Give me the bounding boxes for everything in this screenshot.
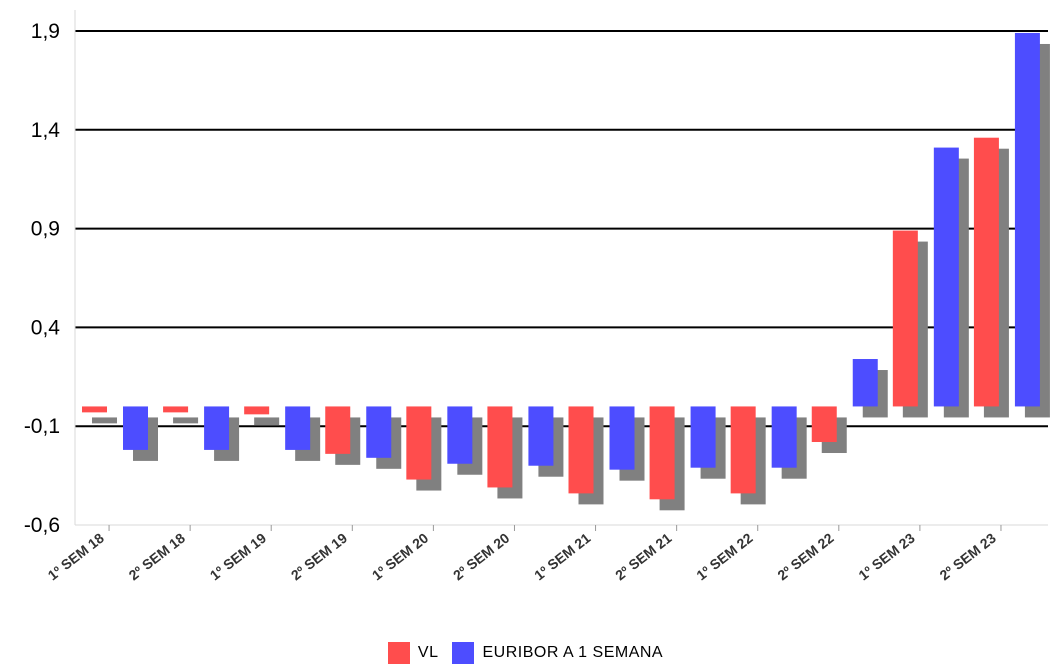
x-tick-label: 1º SEM 19 <box>207 530 269 584</box>
x-tick-label: 1º SEM 21 <box>531 530 593 584</box>
bar-euribor <box>285 406 311 450</box>
x-tick-label: 2º SEM 19 <box>288 530 350 584</box>
legend: VL EURIBOR A 1 SEMANA <box>0 640 1051 666</box>
legend-label-euribor: EURIBOR A 1 SEMANA <box>482 644 664 661</box>
y-tick-label: -0,6 <box>24 514 60 537</box>
bar-shadow <box>92 417 117 424</box>
bar-vl <box>973 137 999 407</box>
legend-item-euribor: EURIBOR A 1 SEMANA <box>452 642 663 664</box>
legend-item-vl: VL <box>387 642 439 664</box>
bar-vl <box>811 406 837 443</box>
bar-vl <box>244 406 270 415</box>
x-tick-label: 1º SEM 20 <box>369 530 431 584</box>
legend-label-vl: VL <box>417 644 439 661</box>
x-tick-label: 2º SEM 23 <box>936 530 998 584</box>
bar-euribor <box>366 406 392 458</box>
x-tick-label: 2º SEM 21 <box>612 530 674 584</box>
y-tick-labels: 1,9 1,4 0,9 0,4 -0,1 -0,6 <box>24 20 60 537</box>
bar-chart: 1,91,40,90,4-0,1-0,6 1º SEM 18 2º SEM 18 1… <box>24 10 1050 584</box>
y-tick-label: -0,1 <box>24 415 60 438</box>
bars <box>82 32 1040 500</box>
bar-euribor <box>204 406 230 450</box>
bar-euribor <box>1014 32 1040 407</box>
bar-euribor <box>528 406 554 466</box>
bar-vl <box>568 406 594 494</box>
legend-swatch-euribor <box>452 642 475 664</box>
y-tick-label: 0,9 <box>31 218 60 241</box>
bar-euribor <box>690 406 716 468</box>
y-tick-label: 1,4 <box>31 119 61 142</box>
bar-euribor <box>933 147 959 407</box>
bar-vl <box>649 406 675 500</box>
x-tick-label: 2º SEM 20 <box>450 530 512 584</box>
y-tick-label: 1,9 <box>31 20 60 43</box>
x-tick-label: 2º SEM 18 <box>126 530 188 584</box>
bar-vl <box>487 406 513 488</box>
bar-vl <box>892 230 918 407</box>
bar-shadow <box>254 417 280 426</box>
y-tick-label: 0,4 <box>31 316 61 339</box>
bar-vl <box>82 406 107 413</box>
x-tick-labels: 1º SEM 18 2º SEM 18 1º SEM 19 2º SEM 19 1º S… <box>45 530 999 584</box>
bar-vl <box>325 406 351 454</box>
bar-euribor <box>852 359 878 407</box>
bar-vl <box>163 406 189 413</box>
bar-euribor <box>609 406 635 470</box>
x-tick-label: 2º SEM 22 <box>774 530 836 584</box>
bar-vl <box>730 406 756 494</box>
legend-swatch-vl <box>387 642 410 664</box>
x-tick-label: 1º SEM 18 <box>45 530 107 584</box>
x-tick-label: 1º SEM 23 <box>855 530 917 584</box>
bar-shadow <box>173 417 199 424</box>
x-tick-label: 1º SEM 22 <box>693 530 755 584</box>
axes <box>74 10 1048 531</box>
bar-euribor <box>771 406 797 468</box>
bar-euribor <box>123 406 148 450</box>
bar-vl <box>406 406 432 480</box>
bar-euribor <box>447 406 473 464</box>
